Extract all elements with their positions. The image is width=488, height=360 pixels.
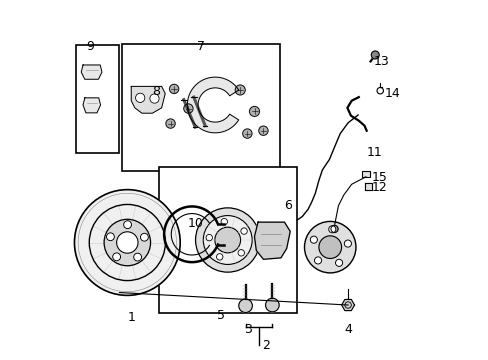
Circle shape — [335, 259, 342, 266]
Text: 14: 14 — [384, 87, 400, 100]
Circle shape — [203, 216, 252, 265]
Polygon shape — [364, 183, 372, 190]
Circle shape — [106, 233, 114, 241]
Circle shape — [135, 93, 144, 103]
Circle shape — [116, 232, 138, 253]
Circle shape — [258, 126, 267, 135]
Bar — [361, 171, 369, 177]
Text: 3: 3 — [244, 323, 251, 336]
Circle shape — [165, 119, 175, 128]
Circle shape — [149, 94, 159, 103]
Circle shape — [104, 219, 150, 266]
Circle shape — [330, 225, 337, 233]
Polygon shape — [341, 300, 354, 311]
Circle shape — [221, 219, 227, 225]
Text: 8: 8 — [152, 85, 160, 98]
Circle shape — [112, 253, 121, 261]
Bar — [76, 45, 119, 153]
Circle shape — [265, 298, 279, 312]
Circle shape — [74, 190, 180, 296]
Polygon shape — [81, 65, 102, 79]
Text: 13: 13 — [373, 55, 389, 68]
Circle shape — [238, 299, 252, 312]
Text: 9: 9 — [86, 40, 94, 53]
Text: 12: 12 — [371, 181, 387, 194]
Circle shape — [241, 228, 247, 234]
Polygon shape — [254, 222, 290, 259]
Text: 5: 5 — [217, 309, 225, 321]
Text: 2: 2 — [262, 338, 269, 351]
Text: 1: 1 — [128, 311, 136, 324]
Circle shape — [344, 240, 351, 247]
Circle shape — [370, 51, 378, 59]
Circle shape — [242, 129, 251, 138]
Circle shape — [310, 236, 317, 243]
Text: 7: 7 — [197, 40, 204, 53]
Circle shape — [216, 254, 223, 260]
Text: 11: 11 — [366, 146, 382, 159]
Circle shape — [140, 233, 148, 241]
Bar — [159, 167, 297, 313]
Circle shape — [214, 227, 240, 253]
Circle shape — [249, 107, 259, 116]
Polygon shape — [131, 86, 165, 113]
Circle shape — [123, 221, 131, 229]
Text: 15: 15 — [371, 171, 387, 184]
Circle shape — [314, 257, 321, 264]
Bar — [122, 44, 279, 171]
Circle shape — [183, 104, 193, 113]
Circle shape — [304, 221, 355, 273]
Circle shape — [238, 249, 244, 256]
Polygon shape — [83, 98, 101, 113]
Circle shape — [169, 84, 179, 94]
Circle shape — [133, 253, 141, 261]
Text: 10: 10 — [187, 217, 203, 230]
Circle shape — [318, 236, 341, 258]
Circle shape — [235, 85, 244, 95]
Circle shape — [205, 234, 212, 241]
Circle shape — [195, 208, 259, 272]
Text: 6: 6 — [284, 199, 291, 212]
Polygon shape — [187, 77, 238, 133]
Text: 4: 4 — [344, 323, 352, 336]
Circle shape — [328, 226, 335, 233]
